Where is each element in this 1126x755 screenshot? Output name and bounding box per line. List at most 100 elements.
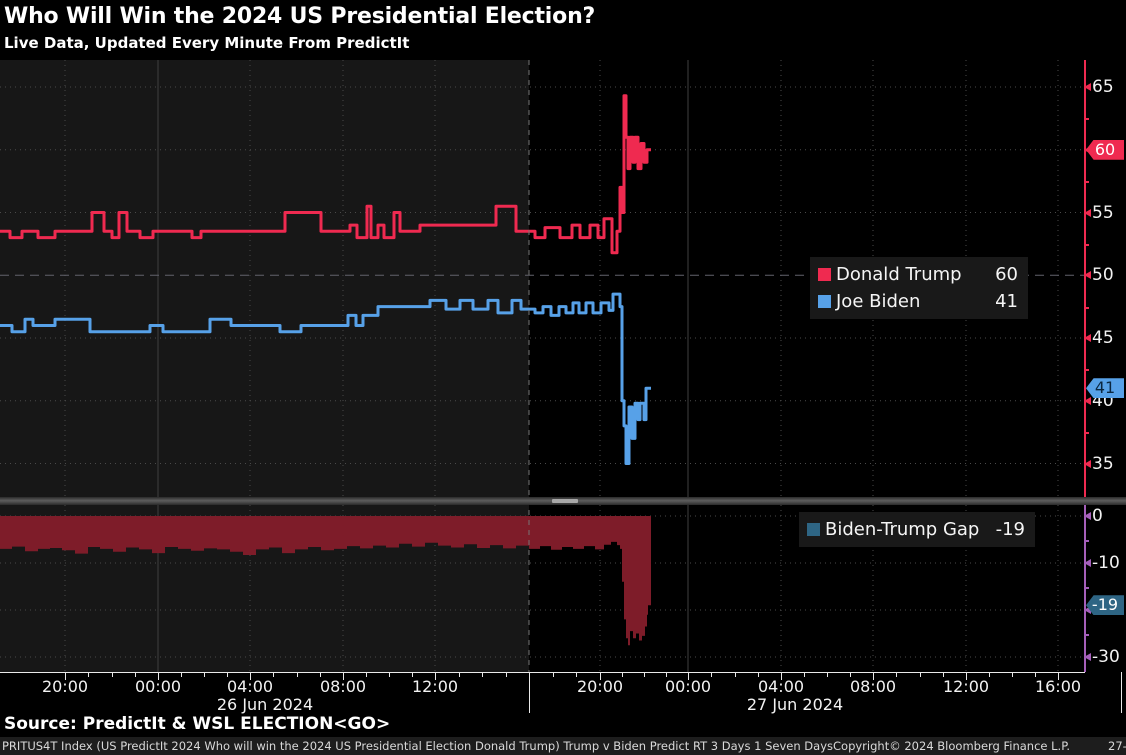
gap-last-value-badge: -19 [1086, 595, 1124, 616]
x-major-tick [65, 673, 66, 680]
legend-item-biden[interactable]: Joe Biden 41 [818, 288, 1018, 315]
price-legend[interactable]: Donald Trump 60 Joe Biden 41 [810, 257, 1028, 319]
biden-series-swatch [818, 295, 831, 308]
x-minor-tick [920, 673, 921, 677]
biden-legend-value: 41 [995, 291, 1018, 312]
panel-divider-handle[interactable] [552, 499, 578, 503]
y-minor-tick [1084, 369, 1089, 372]
chart-canvas[interactable] [0, 60, 1084, 672]
y-minor-tick [1084, 633, 1089, 636]
x-major-tick [1058, 673, 1059, 680]
x-minor-tick [896, 673, 897, 677]
timestamp: 27-Jun-2024 22:31:00 [1108, 739, 1126, 753]
x-minor-tick [135, 673, 136, 677]
y-tick-label: 55 [1092, 202, 1114, 223]
y-tick-arrow-icon [1084, 653, 1091, 661]
y-tick-arrow-icon [1084, 334, 1091, 342]
x-minor-tick [1012, 673, 1013, 677]
status-bar: PRITUS4T Index (US PredictIt 2024 Who wi… [0, 737, 1126, 755]
x-minor-tick [1035, 673, 1036, 677]
x-minor-tick [412, 673, 413, 677]
x-tick-label: 08:00 [849, 677, 897, 696]
trump-series-swatch [818, 268, 831, 281]
y-tick-label: 0 [1092, 506, 1103, 526]
x-minor-tick [320, 673, 321, 677]
x-tick-label: 00:00 [664, 677, 712, 696]
y-tick-label: 50 [1092, 265, 1114, 286]
y-minor-tick [1084, 181, 1089, 184]
y-minor-tick [1084, 539, 1089, 542]
trump-legend-label: Donald Trump [836, 264, 962, 285]
x-minor-tick [666, 673, 667, 677]
x-major-tick [250, 673, 251, 680]
x-minor-tick [88, 673, 89, 677]
x-minor-tick [576, 673, 577, 677]
x-minor-tick [711, 673, 712, 677]
x-tick-label: 00:00 [134, 677, 182, 696]
y-tick-arrow-icon [1084, 83, 1091, 91]
x-date-label: 27 Jun 2024 [746, 695, 844, 714]
x-major-tick [781, 673, 782, 680]
y-tick-arrow-icon [1084, 271, 1091, 280]
y-tick-label: -30 [1092, 647, 1120, 667]
date-separator-line [529, 672, 530, 713]
x-minor-tick [989, 673, 990, 677]
x-tick-label: 20:00 [41, 677, 89, 696]
x-tick-label: 04:00 [757, 677, 805, 696]
biden-legend-label: Joe Biden [836, 291, 921, 312]
chart-plot-area[interactable] [0, 60, 1084, 672]
x-minor-tick [366, 673, 367, 677]
x-minor-tick [850, 673, 851, 677]
trump-last-price-badge: 60 [1086, 139, 1124, 160]
x-major-tick [158, 673, 159, 680]
x-minor-tick [804, 673, 805, 677]
x-minor-tick [644, 673, 645, 677]
right-axis-bottom [1084, 505, 1086, 672]
x-major-tick [688, 673, 689, 680]
y-tick-label: 65 [1092, 77, 1114, 97]
x-minor-tick [758, 673, 759, 677]
x-tick-label: 08:00 [319, 677, 367, 696]
y-minor-tick [1084, 306, 1089, 309]
x-minor-tick [622, 673, 623, 677]
legend-item-trump[interactable]: Donald Trump 60 [818, 261, 1018, 288]
y-tick-arrow-icon [1084, 208, 1091, 217]
x-major-tick [966, 673, 967, 680]
legend-item-gap[interactable]: Biden-Trump Gap -19 [807, 516, 1025, 543]
y-tick-arrow-icon [1084, 459, 1091, 468]
x-minor-tick [112, 673, 113, 677]
x-minor-tick [482, 673, 483, 677]
page-title: Who Will Win the 2024 US Presidential El… [4, 4, 596, 29]
x-minor-tick [227, 673, 228, 677]
y-minor-tick [1084, 586, 1089, 589]
x-tick-label: 16:00 [1034, 677, 1082, 696]
source-line: Source: PredictIt & WSL ELECTION<GO> [4, 714, 391, 734]
y-tick-label: 45 [1092, 328, 1114, 348]
panel-divider[interactable] [0, 497, 1126, 505]
gap-legend[interactable]: Biden-Trump Gap -19 [799, 512, 1035, 547]
x-minor-tick [273, 673, 274, 677]
y-tick-arrow-icon [1084, 512, 1091, 520]
y-tick-label: 35 [1092, 453, 1114, 474]
x-major-tick [873, 673, 874, 680]
gap-series-swatch [807, 523, 820, 536]
ticker-description: PRITUS4T Index (US PredictIt 2024 Who wi… [2, 739, 834, 753]
y-tick-arrow-icon [1084, 606, 1091, 614]
x-axis-baseline [0, 672, 1085, 673]
page-subtitle: Live Data, Updated Every Minute From Pre… [4, 34, 410, 52]
x-minor-tick [459, 673, 460, 677]
y-minor-tick [1084, 118, 1089, 121]
x-minor-tick [827, 673, 828, 677]
x-minor-tick [297, 673, 298, 677]
x-tick-label: 04:00 [226, 677, 274, 696]
trump-legend-value: 60 [995, 264, 1018, 285]
x-minor-tick [553, 673, 554, 677]
x-tick-label: 20:00 [576, 677, 624, 696]
gap-legend-label: Biden-Trump Gap [825, 519, 980, 540]
x-major-tick [343, 673, 344, 680]
x-date-label: 26 Jun 2024 [216, 695, 314, 714]
x-minor-tick [735, 673, 736, 677]
y-tick-arrow-icon [1084, 396, 1091, 405]
x-minor-tick [389, 673, 390, 677]
